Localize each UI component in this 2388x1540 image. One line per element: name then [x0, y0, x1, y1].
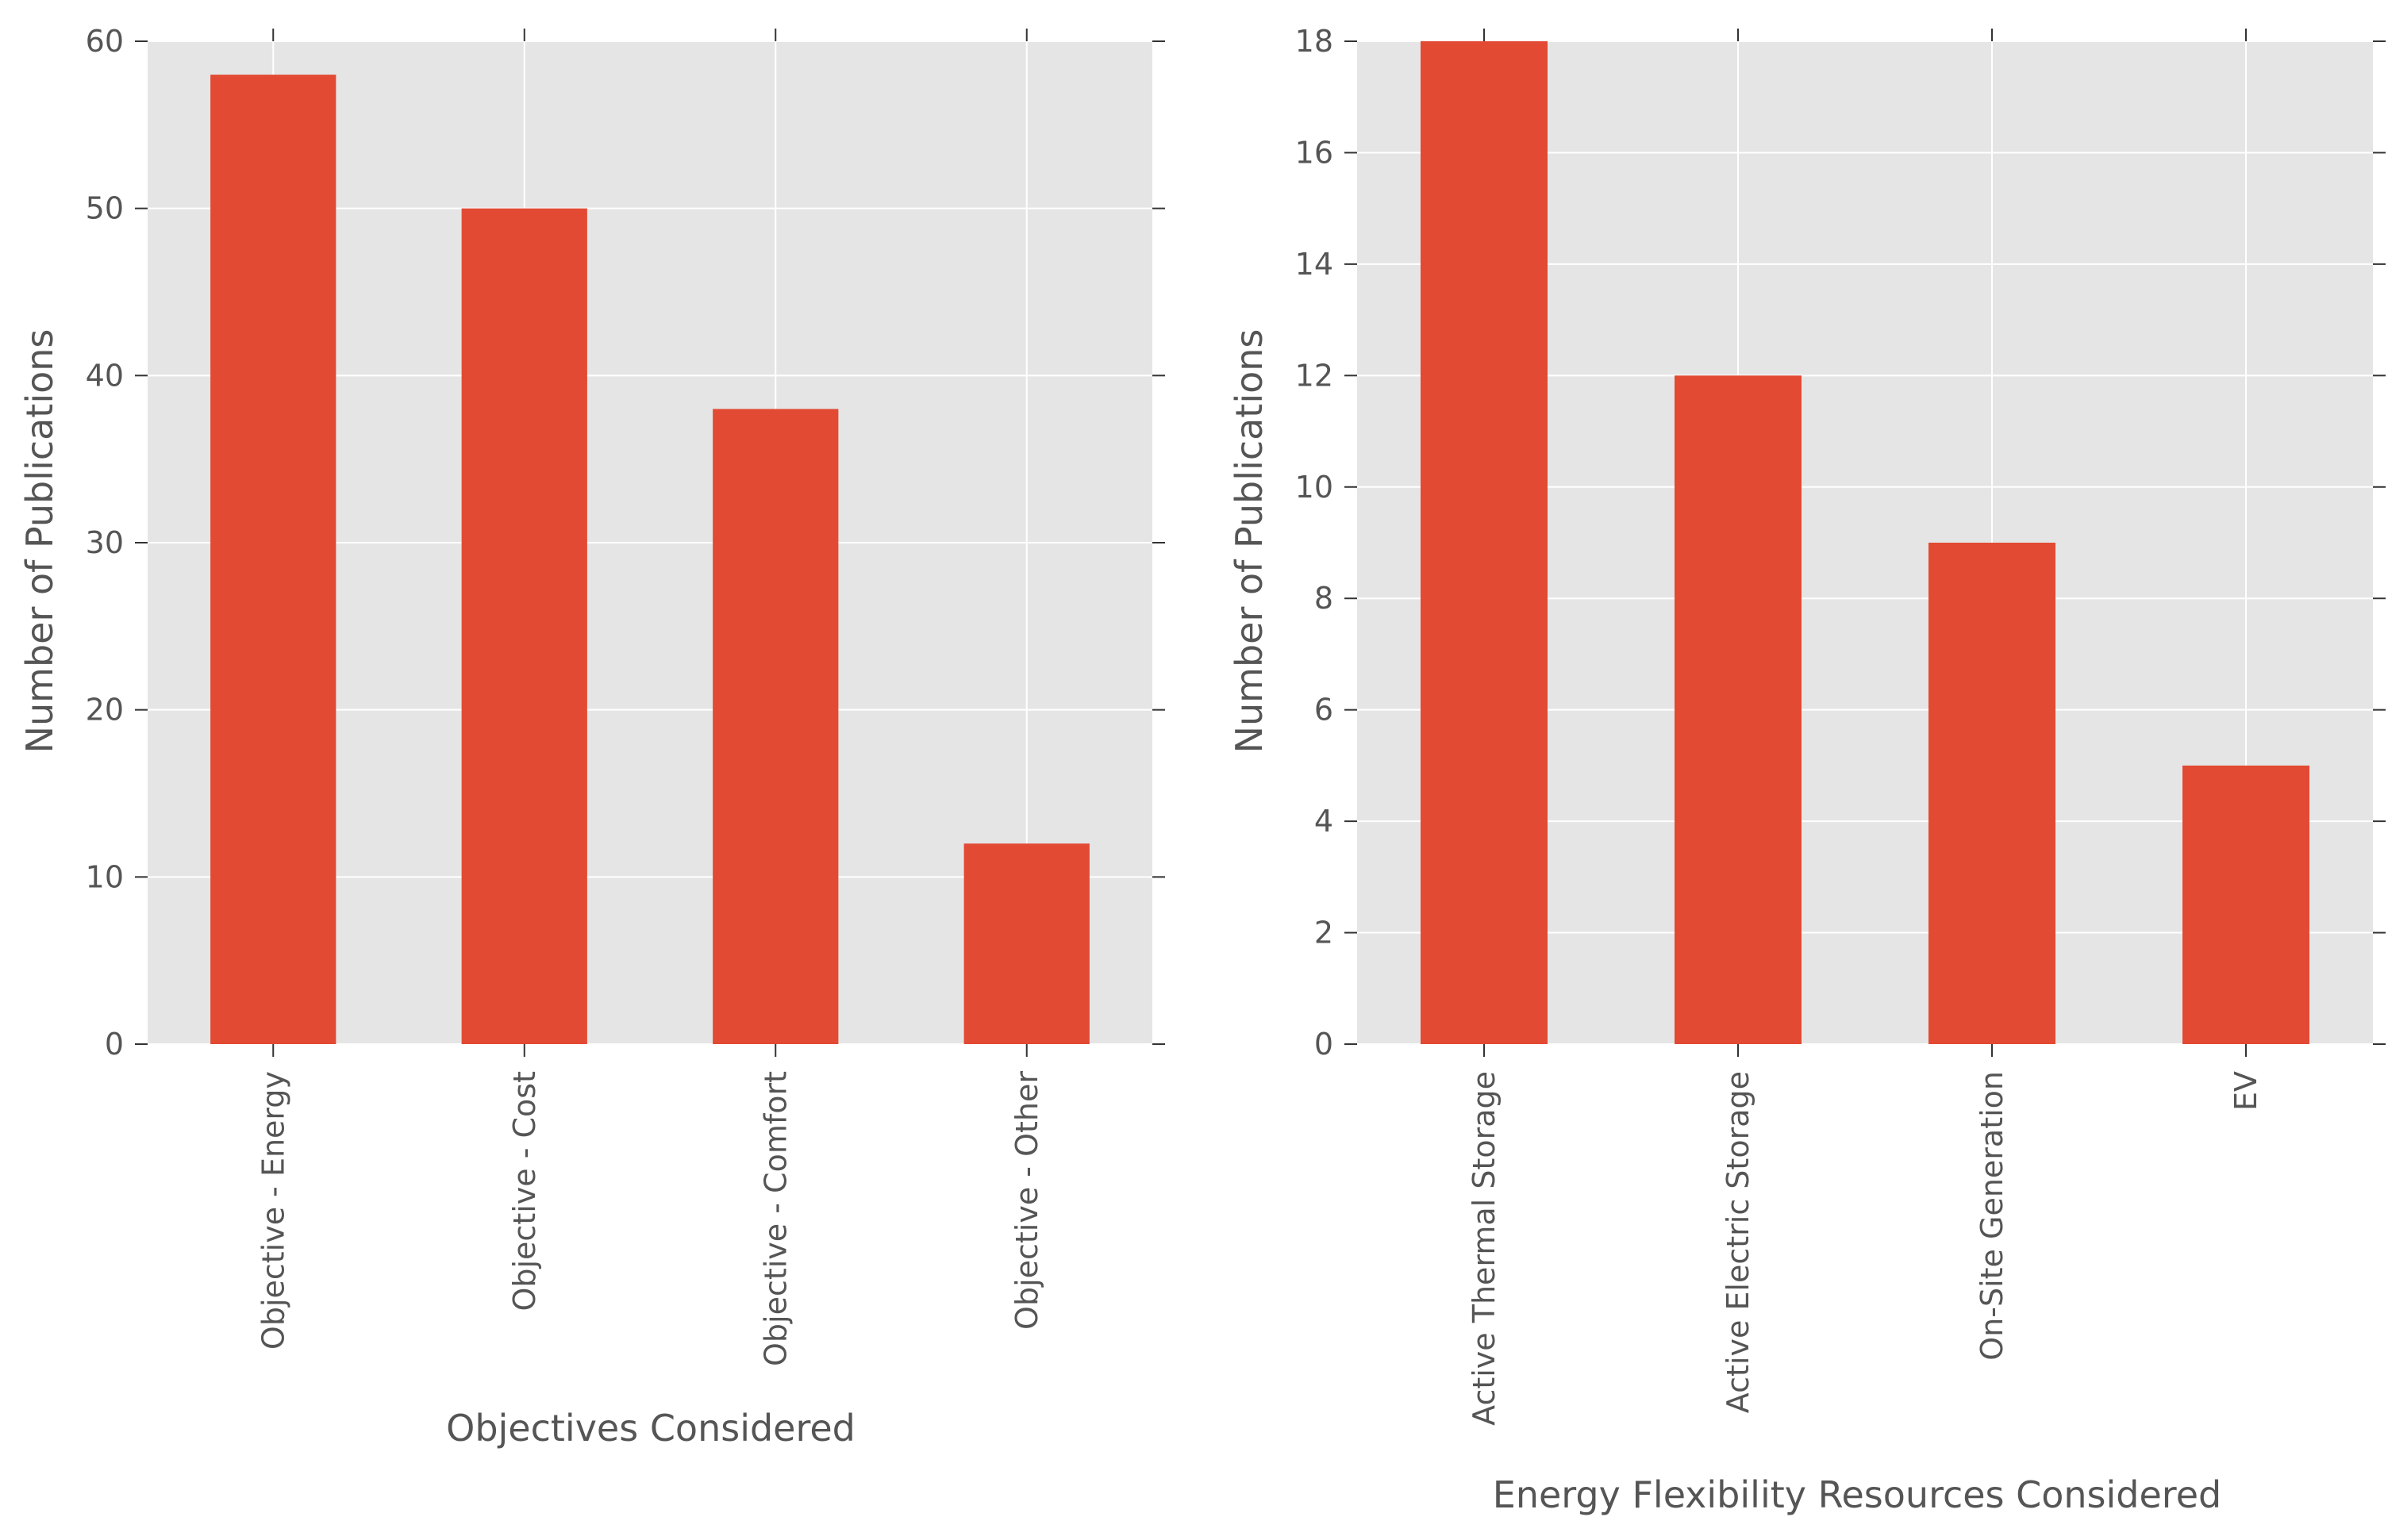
y-tick-label: 16 [1295, 135, 1333, 170]
x-tick-label: Active Thermal Storage [1467, 1071, 1502, 1426]
y-tick-label: 12 [1295, 358, 1333, 393]
y-axis-label: Number of Publications [1228, 329, 1271, 754]
y-tick-label: 8 [1314, 581, 1333, 616]
y-tick-label: 0 [1314, 1027, 1333, 1062]
bar-0 [1421, 41, 1548, 1044]
x-tick-label: Objective - Comfort [758, 1071, 793, 1366]
x-axis-label: Energy Flexibility Resources Considered [1493, 1473, 2221, 1516]
x-tick-label: On-Site Generation [1975, 1071, 2009, 1361]
y-tick-label: 50 [86, 191, 124, 226]
x-tick-label: Objective - Energy [256, 1071, 290, 1350]
y-tick-label: 10 [86, 859, 124, 894]
bar-0 [210, 75, 336, 1045]
y-tick-label: 18 [1295, 24, 1333, 59]
y-tick-label: 60 [86, 24, 124, 59]
y-tick-label: 40 [86, 358, 124, 393]
bar-1 [461, 208, 587, 1045]
y-tick-label: 0 [105, 1027, 124, 1062]
bar-3 [963, 843, 1090, 1044]
y-axis-label: Number of Publications [18, 329, 61, 754]
x-tick-label: Active Electric Storage [1721, 1071, 1755, 1413]
y-tick-label: 14 [1295, 247, 1333, 282]
chart-objectives: 0 10 20 30 40 50 60 Objective - Energy Objective… [18, 24, 1165, 1450]
chart-flexibility-resources: 0 2 4 6 8 10 12 14 16 18 Active Thermal Storage Act… [1228, 24, 2386, 1516]
x-tick-label: EV [2228, 1071, 2263, 1111]
bar-3 [2182, 765, 2309, 1044]
x-axis-label: Objectives Considered [446, 1407, 856, 1450]
bar-2 [713, 409, 839, 1044]
y-tick-label: 10 [1295, 470, 1333, 505]
y-tick-label: 6 [1314, 693, 1333, 728]
y-tick-label: 20 [86, 693, 124, 728]
bar-1 [1675, 375, 1802, 1044]
x-tick-label: Objective - Cost [507, 1071, 542, 1311]
y-tick-label: 4 [1314, 804, 1333, 839]
y-tick-label: 2 [1314, 916, 1333, 950]
x-tick-label: Objective - Other [1009, 1071, 1044, 1330]
bar-2 [1928, 543, 2055, 1044]
y-tick-label: 30 [86, 525, 124, 560]
